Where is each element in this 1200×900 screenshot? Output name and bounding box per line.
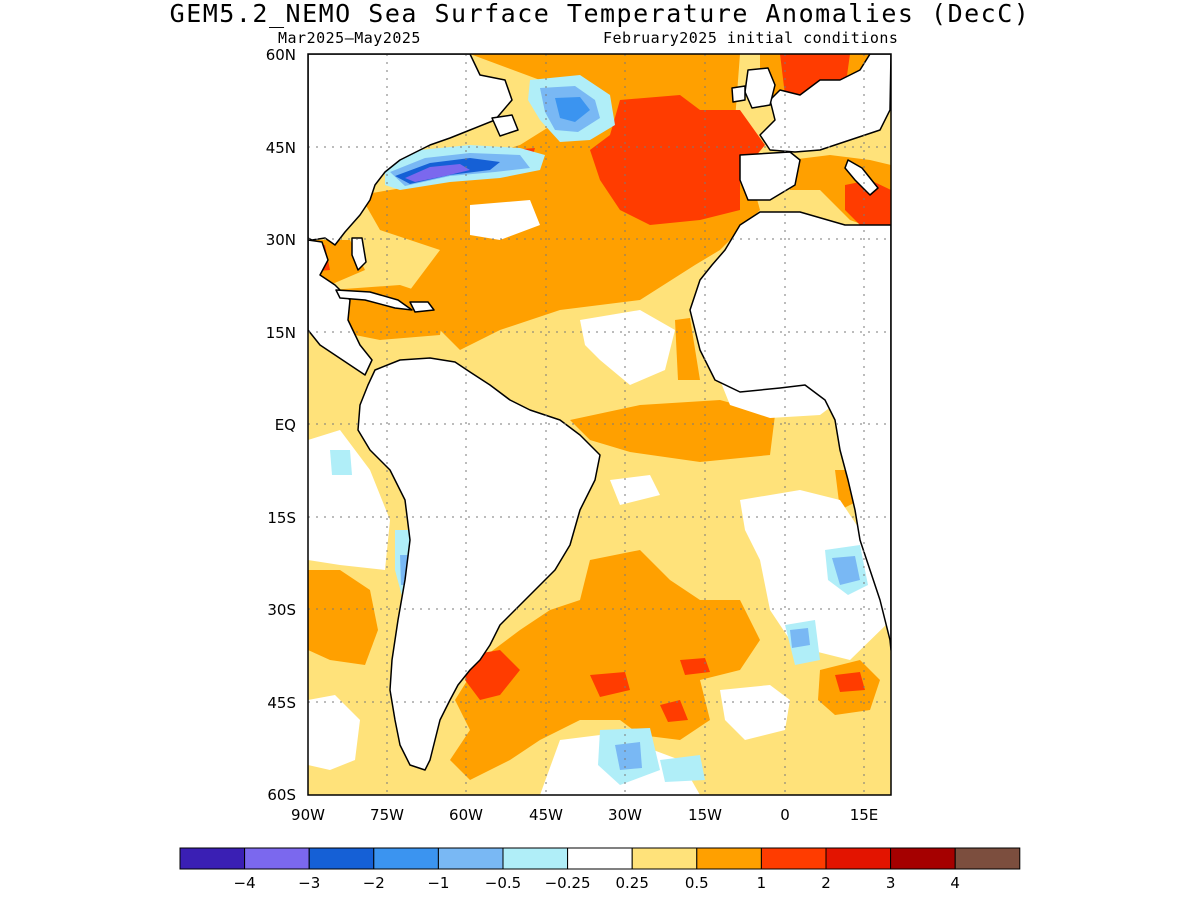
- lon-label: 75W: [370, 806, 404, 824]
- land-british-isles: [744, 67, 776, 109]
- anomaly-southern-ocean-cool-2: [660, 755, 705, 782]
- colorbar-label: 3: [886, 874, 896, 892]
- anomaly-east-pacific-cool: [330, 450, 352, 475]
- latitude-axis: 60N 45N 30N 15N EQ 15S 30S 45S 60S: [266, 46, 296, 804]
- anomaly-south-atlantic-cold-1: [790, 628, 810, 648]
- colorbar-swatch: [760, 847, 827, 870]
- colorbar-label: −2: [363, 874, 385, 892]
- lat-label: 15S: [267, 509, 296, 527]
- colorbar-swatch: [825, 847, 892, 870]
- anomaly-southeast-pacific-warm: [308, 570, 378, 665]
- colorbar-swatch: [373, 847, 439, 870]
- colorbar-swatch: [502, 847, 569, 870]
- map-area: [308, 54, 891, 795]
- anomaly-west-africa-coast-warm: [675, 318, 700, 380]
- land-hispaniola: [409, 301, 435, 313]
- lat-label: 45N: [266, 139, 296, 157]
- anomaly-neutral-southwest-pacific: [308, 695, 360, 770]
- anomaly-south-atlantic-hot-2: [680, 658, 710, 675]
- lon-label: 90W: [291, 806, 325, 824]
- anomaly-agulhas-hot: [835, 672, 865, 692]
- colorbar-swatch: [954, 847, 1021, 870]
- colorbar-label: −1: [427, 874, 449, 892]
- anomaly-neutral-brazil-current: [610, 475, 660, 505]
- colorbar-swatch: [308, 847, 375, 870]
- anomaly-south-atlantic-hot-3: [660, 700, 688, 722]
- lon-label: 30W: [608, 806, 642, 824]
- lon-label: 15E: [850, 806, 879, 824]
- anomaly-neutral-east-pacific: [308, 430, 390, 570]
- anomaly-neutral-subtropical-north: [470, 200, 540, 240]
- land-newfoundland: [491, 114, 519, 137]
- anomaly-namibia-cold: [832, 556, 860, 585]
- anomaly-south-atlantic-warm: [450, 550, 760, 780]
- anomaly-neutral-southeast-atlantic: [740, 490, 891, 660]
- anomaly-southern-ocean-cold: [615, 742, 642, 770]
- colorbar-swatch: [244, 847, 310, 870]
- colorbar-label: −3: [298, 874, 320, 892]
- anomaly-neutral-tropical-north: [580, 310, 675, 385]
- colorbar-swatch: [631, 847, 698, 870]
- land-north-america: [308, 54, 513, 246]
- lat-label: EQ: [275, 416, 296, 434]
- map-title: GEM5.2_NEMO Sea Surface Temperature Anom…: [169, 0, 1031, 28]
- colorbar-swatch: [890, 847, 956, 870]
- colorbar-label: 2: [821, 874, 831, 892]
- land-europe: [759, 54, 891, 153]
- colorbar-label: 1: [757, 874, 767, 892]
- lon-label: 0: [780, 806, 790, 824]
- lat-label: 60N: [266, 46, 296, 64]
- anomaly-labrador-colder: [555, 97, 590, 122]
- anomaly-italy-hot: [845, 180, 891, 230]
- graticule: [308, 54, 891, 795]
- colorbar-label: 0.5: [685, 874, 709, 892]
- colorbar-label: −0.25: [545, 874, 591, 892]
- anomaly-northeast-atlantic-hot: [590, 95, 765, 225]
- land-iberia: [739, 151, 801, 201]
- colorbar-label: −0.5: [485, 874, 521, 892]
- land-south-america: [357, 357, 601, 771]
- colorbar-swatch: [567, 847, 633, 870]
- land-africa: [689, 211, 891, 651]
- colorbar-label: −4: [234, 874, 256, 892]
- lat-label: 45S: [267, 694, 296, 712]
- lon-label: 15W: [688, 806, 722, 824]
- colorbar-label: 4: [950, 874, 960, 892]
- anomaly-south-atlantic-hot-1: [590, 672, 630, 697]
- lon-label: 45W: [529, 806, 563, 824]
- lat-label: 15N: [266, 324, 296, 342]
- land-florida: [351, 237, 367, 271]
- forecast-period: Mar2025—May2025: [278, 29, 421, 47]
- colorbar-labels: −4 −3 −2 −1 −0.5 −0.25 0.25 0.5 1 2 3 4: [234, 874, 960, 892]
- anomaly-neutral-south-central: [720, 685, 790, 740]
- colorbar-swatch: [437, 847, 504, 870]
- map-frame: [307, 53, 892, 796]
- colorbar: [179, 847, 1021, 870]
- anomaly-gulf-of-maine-coldest: [405, 164, 470, 182]
- lat-label: 30S: [267, 601, 296, 619]
- lat-label: 60S: [267, 786, 296, 804]
- lat-label: 30N: [266, 231, 296, 249]
- anomaly-argentine-basin-hot: [465, 650, 520, 700]
- longitude-axis: 90W 75W 60W 45W 30W 15W 0 15E: [291, 806, 878, 824]
- initial-conditions: February2025 initial conditions: [603, 29, 899, 47]
- anomaly-equatorial-warm: [570, 400, 775, 462]
- colorbar-swatch: [696, 847, 762, 870]
- land-masses: [308, 54, 891, 771]
- land-mexico-central-america: [308, 239, 373, 376]
- lon-label: 60W: [449, 806, 483, 824]
- land-cuba: [335, 289, 413, 311]
- colorbar-label: 0.25: [615, 874, 648, 892]
- land-ireland: [731, 85, 746, 103]
- colorbar-swatch: [179, 847, 246, 870]
- land-italy: [844, 159, 879, 196]
